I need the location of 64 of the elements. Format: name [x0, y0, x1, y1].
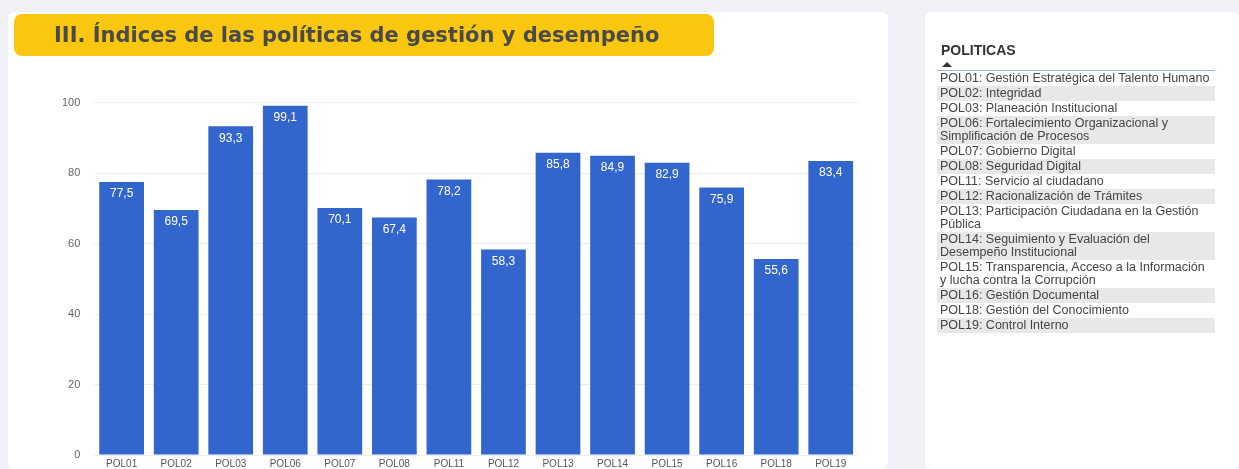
- bar: [753, 259, 799, 455]
- x-tick-label: POL06: [269, 457, 302, 469]
- data-label: 83,4: [819, 165, 843, 180]
- x-tick-label: POL16: [706, 457, 738, 469]
- bar: [644, 162, 690, 455]
- data-label: 78,2: [437, 183, 461, 198]
- data-label: 93,3: [219, 130, 243, 145]
- bar: [208, 126, 254, 455]
- text: POL02: Integridad: [937, 86, 1215, 101]
- y-tick-label: 80: [68, 166, 81, 179]
- x-tick-label: POL18: [760, 457, 793, 469]
- y-tick-label: 40: [68, 307, 81, 320]
- bar: [535, 152, 581, 455]
- text: POL13: Participación Ciudadana en la Gestión Pública: [939, 204, 1200, 232]
- bar: [426, 179, 472, 455]
- text: POL06: Fortalecimiento Organizacional y Simplificación de Procesos: [937, 116, 1215, 144]
- data-label: 67,4: [382, 221, 407, 236]
- data-label: 70,1: [328, 212, 352, 227]
- y-tick-label: 100: [61, 95, 81, 108]
- text: POL08: Seguridad Digital: [937, 159, 1215, 174]
- text: POL15: Transparencia, Acceso a la Información y lucha contra la Corrupción: [939, 260, 1206, 288]
- x-tick-label: POL03: [215, 457, 247, 469]
- text: POL16: Gestión Documental: [937, 288, 1215, 303]
- x-tick-label: POL14: [596, 457, 629, 469]
- x-tick-label: POL01: [106, 457, 138, 469]
- data-label: 58,3: [491, 253, 516, 268]
- x-tick-label: POL02: [160, 457, 193, 469]
- chart-title: III. Índices de las políticas de gestión y desempeño: [14, 14, 714, 56]
- text: POL14: Seguimiento y Evaluación del Desempeño Institucional: [937, 232, 1215, 260]
- text: POL18: Gestión del Conocimiento: [939, 303, 1130, 318]
- x-tick-label: POL12: [487, 457, 520, 469]
- bar: [590, 155, 635, 455]
- bar: [699, 187, 744, 455]
- data-label: 77,5: [109, 186, 134, 201]
- text: POL19: Control Interno: [937, 318, 1215, 333]
- bar: [317, 207, 363, 455]
- text: POL11: Servicio al ciudadano: [939, 174, 1105, 189]
- data-label: 99,1: [273, 110, 298, 125]
- text: POL07: Gobierno Digital: [939, 144, 1077, 159]
- bar: [262, 105, 308, 455]
- y-tick-label: 60: [68, 236, 81, 249]
- data-label: 69,5: [164, 214, 189, 229]
- bar: [808, 161, 854, 455]
- x-tick-label: POL07: [324, 457, 356, 469]
- text: POL12: Racionalización de Trámites: [937, 189, 1215, 204]
- x-tick-label: POL19: [815, 457, 847, 469]
- text: POL01: Gestión Estratégica del Talento Humano: [939, 71, 1211, 86]
- x-tick-label: POL08: [378, 457, 411, 469]
- data-label: 82,9: [655, 167, 680, 182]
- bar: [153, 210, 199, 455]
- text: POL03: Planeación Institucional: [939, 101, 1119, 116]
- data-label: 75,9: [709, 191, 734, 206]
- x-tick-label: POL15: [651, 457, 684, 469]
- bar: [99, 181, 144, 455]
- data-label: 55,6: [764, 263, 789, 278]
- y-tick-label: 0: [74, 448, 81, 461]
- bar: [481, 249, 526, 455]
- y-tick-label: 20: [68, 377, 81, 390]
- data-label: 84,9: [600, 160, 625, 175]
- text: POLITICAS: [941, 42, 1016, 58]
- x-tick-label: POL11: [433, 457, 465, 469]
- bar: [371, 217, 417, 455]
- x-tick-label: POL13: [542, 457, 574, 469]
- data-label: 85,8: [546, 156, 570, 171]
